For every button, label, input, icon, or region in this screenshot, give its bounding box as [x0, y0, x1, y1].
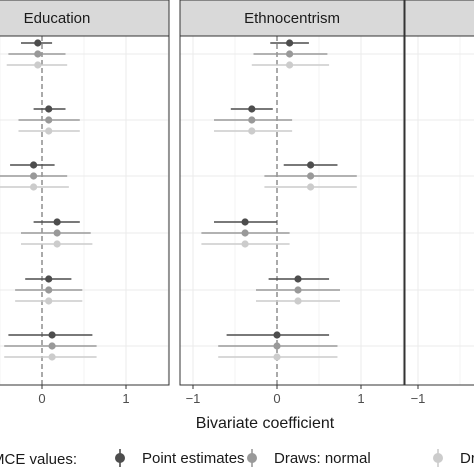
point-estimate [29, 161, 38, 169]
point-estimate [294, 297, 302, 305]
point-estimate [45, 127, 53, 135]
point-estimate [48, 353, 56, 361]
point-estimate [53, 229, 61, 237]
point-estimate [273, 353, 281, 361]
legend-key-point [115, 453, 125, 463]
point-estimate [307, 161, 315, 169]
point-estimate [45, 297, 53, 305]
legend-key-point [247, 453, 257, 463]
panel-education: Education−101 [0, 0, 170, 406]
point-estimate [53, 218, 61, 226]
point-estimate [294, 286, 302, 294]
point-estimate [307, 172, 315, 180]
x-tick-label: 0 [273, 391, 280, 406]
panel-strip [179, 0, 405, 37]
point-estimate [45, 116, 53, 124]
legend-title: MCE values: [0, 451, 77, 468]
point-estimate [34, 39, 42, 47]
plot-area [0, 36, 169, 385]
legend-key-3: Dr [433, 449, 474, 467]
point-estimate [45, 275, 53, 283]
point-estimate [241, 240, 249, 248]
panel-f: F−101 [404, 0, 474, 406]
plot-area [405, 36, 474, 385]
x-tick-label: −1 [186, 391, 201, 406]
point-estimate [29, 183, 38, 191]
point-estimate [34, 50, 42, 58]
panel-ethnocentrism: Ethnocentrism −1 0 1 [179, 0, 405, 406]
panel-border [0, 35, 170, 386]
point-estimate [286, 39, 294, 47]
point-estimate [45, 105, 53, 113]
legend-key-2: Draws: normal [247, 449, 371, 467]
legend-key-1: Point estimates [115, 449, 245, 467]
panels-layer: Education −1 0 1 Ethnocentrism −1 0 1 F−101 [0, 0, 474, 406]
point-estimate [248, 127, 256, 135]
point-estimate [294, 275, 302, 283]
point-estimate [248, 105, 256, 113]
point-estimate [29, 172, 38, 180]
point-estimate [48, 342, 56, 350]
x-tick-label: 1 [357, 391, 364, 406]
point-estimate [286, 61, 294, 69]
point-estimate [53, 240, 61, 248]
legend-label: Point estimates [142, 450, 245, 467]
x-tick-label: 0 [38, 391, 45, 406]
point-estimate [273, 331, 281, 339]
point-estimate [273, 342, 281, 350]
point-estimate [241, 229, 249, 237]
plot-area [180, 36, 404, 385]
panel-strip [0, 0, 170, 37]
legend: MCE values: Point estimates Draws: normal… [0, 449, 474, 468]
panel-border [179, 35, 405, 386]
point-estimate [45, 286, 53, 294]
point-estimate [248, 116, 256, 124]
x-axis-title: Bivariate coefficient [196, 415, 335, 432]
panel-title: Ethnocentrism [244, 10, 340, 27]
legend-label: Dr [460, 450, 474, 467]
panel-border [404, 35, 474, 386]
point-estimate [286, 50, 294, 58]
point-estimate [48, 331, 56, 339]
panel-title: Education [24, 10, 91, 27]
x-tick-label: −1 [411, 391, 426, 406]
point-estimate [241, 218, 249, 226]
point-estimate [34, 61, 42, 69]
panel-strip [404, 0, 474, 37]
x-tick-label: 1 [122, 391, 129, 406]
legend-label: Draws: normal [274, 450, 371, 467]
legend-key-point [433, 453, 443, 463]
point-estimate [307, 183, 315, 191]
